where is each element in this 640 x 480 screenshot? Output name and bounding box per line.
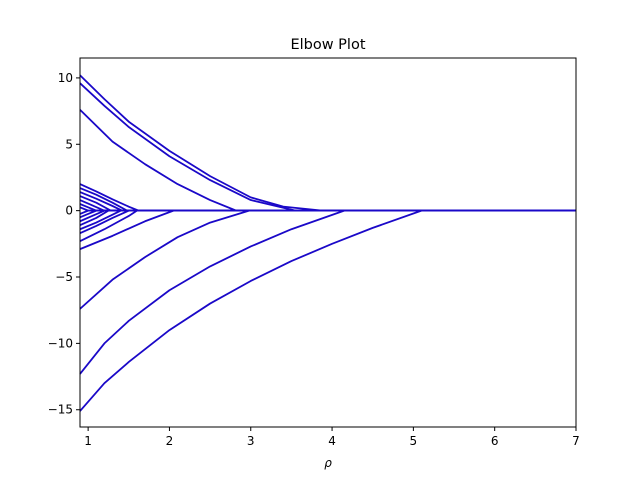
x-tick-label: 3: [247, 434, 255, 448]
y-tick-label: 10: [58, 71, 73, 85]
series-line-20: [79, 209, 576, 375]
y-tick-label: −10: [48, 336, 73, 350]
y-tick-label: 0: [65, 204, 73, 218]
x-axis-label: ρ: [324, 456, 332, 470]
series-line-21: [79, 209, 576, 412]
series-line-19: [79, 209, 576, 310]
x-tick-label: 6: [491, 434, 499, 448]
x-tick-label: 1: [84, 434, 92, 448]
chart-title: Elbow Plot: [290, 37, 365, 53]
series-line-2: [79, 82, 576, 212]
plot-frame: [79, 57, 577, 428]
x-tick-label: 5: [410, 434, 418, 448]
series-line-1: [79, 74, 576, 212]
y-tick-label: −5: [55, 270, 73, 284]
x-axis-ticks: 1 2 3 4 5 6 7: [84, 427, 580, 448]
x-tick-label: 7: [572, 434, 580, 448]
y-axis-ticks: −15 −10 −5 0 5 10: [48, 71, 80, 417]
y-tick-label: 5: [65, 137, 73, 151]
series-layer: [79, 74, 576, 412]
x-tick-label: 4: [328, 434, 336, 448]
x-tick-label: 2: [166, 434, 174, 448]
y-tick-label: −15: [48, 403, 73, 417]
